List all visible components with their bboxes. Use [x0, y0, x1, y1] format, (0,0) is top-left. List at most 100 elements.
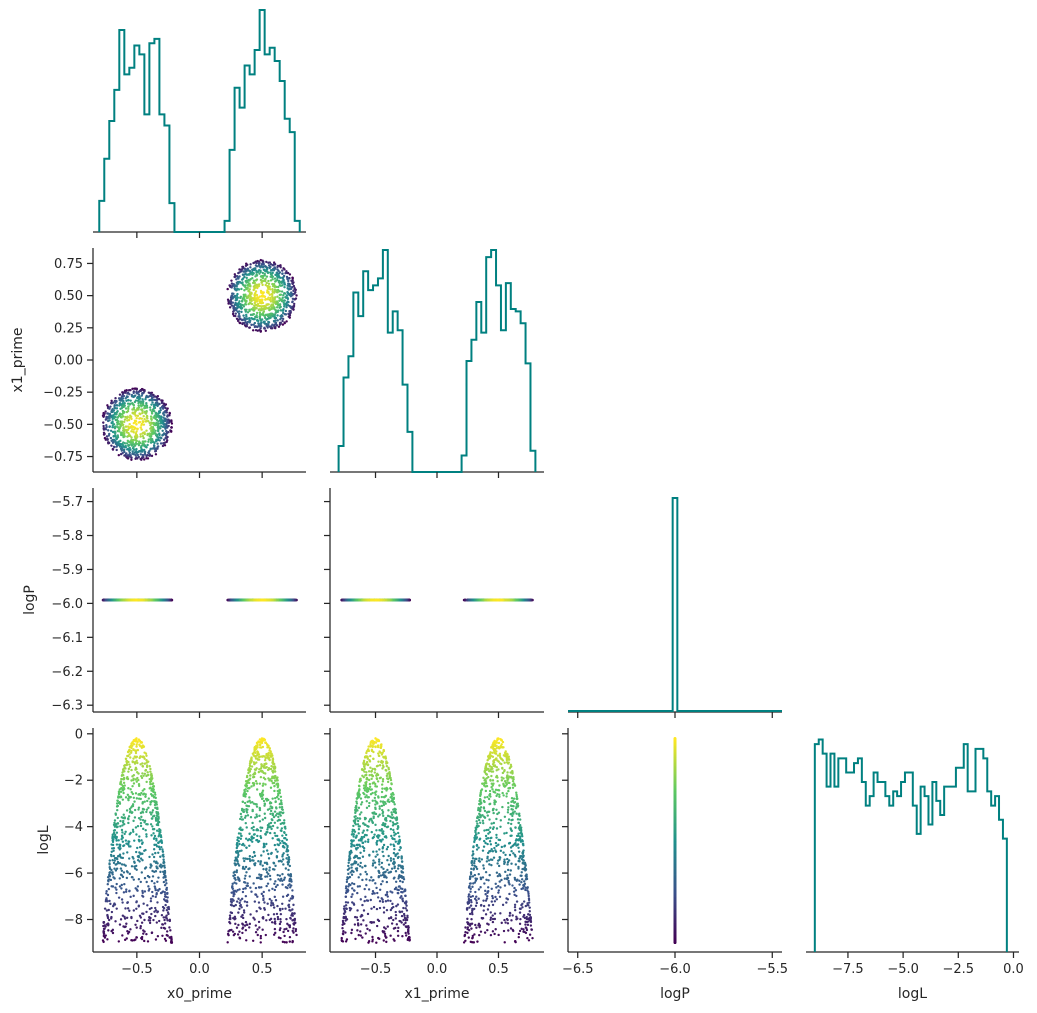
scatter-point — [264, 269, 267, 273]
scatter-point — [121, 415, 125, 418]
scatter-point — [231, 312, 235, 316]
scatter-point — [116, 410, 119, 413]
scatter-point — [285, 306, 288, 309]
scatter-point — [127, 431, 130, 435]
scatter-point — [137, 455, 140, 459]
scatter-point — [146, 432, 149, 436]
scatter-point — [148, 449, 151, 453]
scatter-point — [159, 442, 163, 445]
scatter-point — [279, 298, 283, 301]
scatter-point — [248, 316, 251, 320]
scatter-point — [146, 453, 149, 457]
scatter-point — [267, 313, 270, 316]
scatter-point — [262, 263, 265, 266]
scatter-point — [149, 423, 152, 427]
scatter-point — [246, 311, 250, 314]
scatter-point — [255, 316, 259, 319]
y-tick-label: −0.25 — [43, 386, 83, 401]
scatter-point — [127, 405, 130, 409]
scatter-point — [268, 308, 272, 311]
scatter-point — [270, 306, 274, 310]
scatter-point — [283, 303, 286, 306]
scatter-point — [245, 270, 248, 273]
scatter-point — [281, 296, 284, 299]
scatter-point — [260, 294, 264, 297]
scatter-point — [145, 457, 148, 460]
scatter-point — [142, 436, 145, 440]
scatter-point — [137, 404, 140, 407]
scatter-point — [149, 447, 152, 451]
scatter-point — [241, 281, 244, 284]
scatter-point — [115, 407, 119, 410]
scatter-point — [160, 405, 164, 409]
scatter-point — [161, 444, 165, 448]
scatter-point — [257, 323, 260, 327]
scatter-point — [136, 414, 140, 418]
y-axis-label: x1_prime — [10, 328, 26, 393]
scatter-point — [125, 410, 129, 414]
scatter-point — [144, 412, 148, 415]
scatter-point — [273, 277, 277, 280]
scatter-point — [271, 323, 274, 326]
scatter-point — [241, 318, 245, 322]
scatter-point — [253, 317, 256, 321]
scatter-point — [110, 444, 113, 447]
panel-hist-x1_prime — [330, 249, 544, 478]
scatter-point — [137, 440, 141, 443]
scatter-point — [140, 405, 143, 408]
scatter-point — [288, 273, 292, 276]
scatter-point — [261, 292, 265, 295]
panel-hist-x0_prime — [93, 9, 306, 238]
scatter-point — [103, 412, 106, 415]
scatter-point — [132, 438, 135, 442]
scatter-point — [275, 291, 279, 294]
scatter-point — [237, 312, 241, 316]
scatter-point — [166, 439, 169, 442]
y-tick-label: −5.9 — [51, 563, 83, 578]
y-tick-label: 0.75 — [54, 257, 83, 272]
scatter-point — [149, 437, 153, 440]
scatter-point — [231, 301, 235, 304]
scatter-point — [245, 268, 248, 271]
scatter-point — [261, 277, 265, 280]
scatter-point — [148, 399, 151, 402]
scatter-point — [235, 285, 238, 288]
scatter-point — [115, 412, 118, 416]
scatter-point — [246, 317, 249, 320]
scatter-point — [122, 405, 125, 409]
scatter-point — [277, 285, 280, 289]
scatter-point — [239, 295, 243, 299]
scatter-point — [143, 458, 146, 461]
scatter-point — [112, 409, 116, 412]
panel-scatter-x1-logP — [324, 488, 544, 718]
scatter-point — [251, 329, 255, 332]
scatter-point — [141, 440, 145, 443]
scatter-point — [265, 303, 268, 306]
y-tick-label: −5.7 — [51, 495, 83, 510]
scatter-point — [281, 272, 284, 276]
scatter-point — [292, 289, 295, 293]
scatter-point — [149, 408, 152, 412]
scatter-point — [119, 439, 122, 443]
scatter-point — [282, 301, 285, 304]
scatter-point — [269, 279, 273, 282]
scatter-point — [253, 281, 257, 285]
scatter-point — [164, 436, 167, 440]
scatter-point — [126, 392, 129, 395]
scatter-point — [111, 447, 115, 451]
scatter-point — [248, 282, 251, 285]
scatter-point — [123, 401, 126, 405]
scatter-point — [236, 292, 239, 296]
scatter-point — [271, 282, 274, 286]
scatter-point — [133, 426, 137, 429]
scatter-point — [117, 453, 121, 457]
scatter-point — [121, 413, 124, 416]
scatter-point — [142, 414, 145, 418]
scatter-point — [160, 401, 164, 405]
y-tick-label: −6.2 — [51, 665, 83, 680]
scatter-point — [141, 392, 144, 395]
scatter-point — [240, 310, 243, 314]
scatter-point — [283, 305, 286, 308]
scatter-point — [258, 295, 262, 298]
